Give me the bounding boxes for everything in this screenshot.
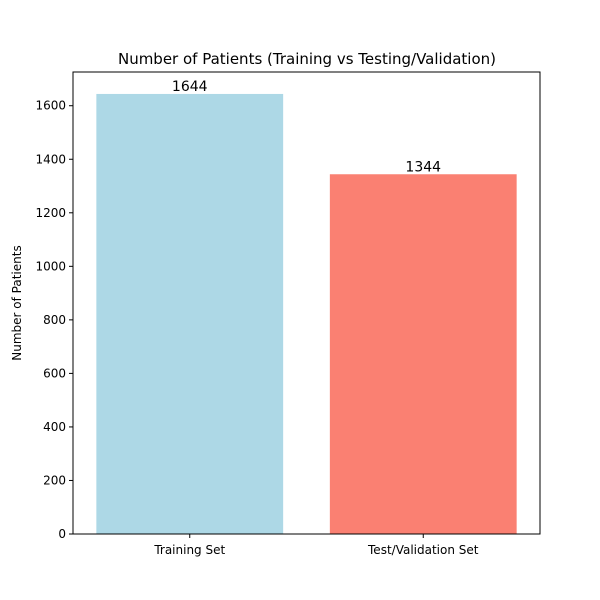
y-tick-label-0: 0 [58, 527, 66, 541]
x-tick-label-1: Test/Validation Set [367, 543, 479, 557]
bar-1 [329, 174, 517, 534]
data-label-0: 1644 [172, 79, 208, 95]
data-label-1: 1344 [405, 159, 441, 175]
y-tick-label-1: 200 [43, 473, 66, 487]
y-tick-label-2: 400 [43, 420, 66, 434]
y-tick-label-4: 800 [43, 313, 66, 327]
y-tick-label-7: 1400 [35, 152, 66, 166]
y-tick-label-6: 1200 [35, 206, 66, 220]
y-axis-ticks: 0 200 400 600 800 1000 1200 1400 1600 [35, 99, 73, 541]
data-labels: 1644 1344 [172, 79, 441, 175]
x-tick-label-0: Training Set [153, 543, 225, 557]
y-tick-label-5: 1000 [35, 259, 66, 273]
bars [96, 93, 517, 535]
x-axis-ticks: Training Set Test/Validation Set [153, 534, 479, 557]
chart-title: Number of Patients (Training vs Testing/… [118, 50, 496, 68]
plot-area-frame [72, 71, 541, 535]
y-tick-label-8: 1600 [35, 99, 66, 113]
bar-0 [96, 93, 284, 535]
y-axis-label: Number of Patients [10, 245, 24, 360]
y-tick-label-3: 600 [43, 366, 66, 380]
